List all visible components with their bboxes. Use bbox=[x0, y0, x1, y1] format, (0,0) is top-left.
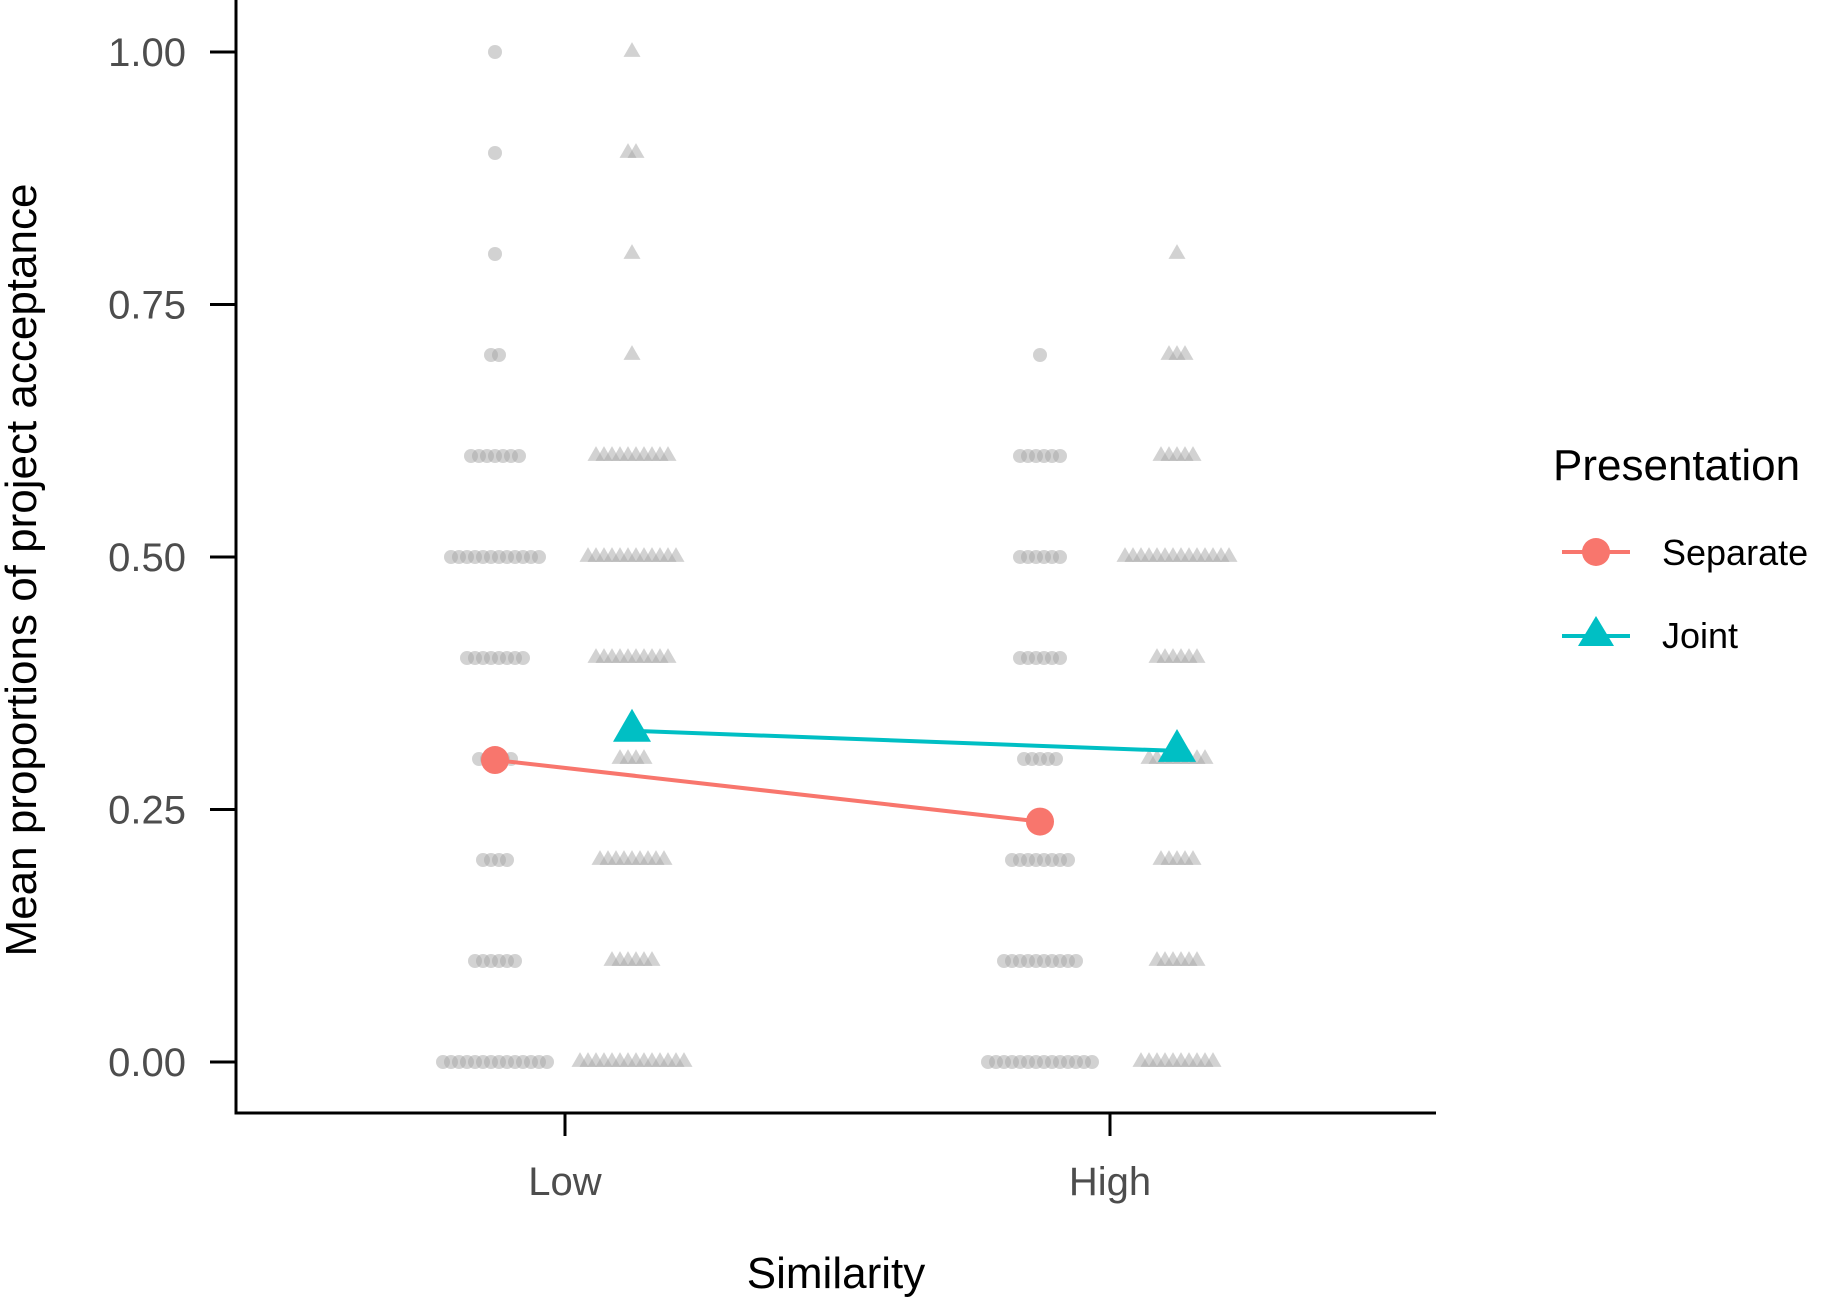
raw-point bbox=[1069, 954, 1083, 968]
x-axis-title: Similarity bbox=[747, 1249, 925, 1298]
raw-point bbox=[1061, 853, 1075, 867]
x-tick-label-low: Low bbox=[528, 1160, 601, 1204]
raw-point bbox=[1053, 651, 1067, 665]
raw-point bbox=[667, 547, 685, 562]
raw-point bbox=[488, 247, 502, 261]
mean-point-separate-high bbox=[1026, 807, 1054, 836]
raw-point bbox=[659, 648, 677, 663]
raw-point bbox=[635, 749, 653, 764]
y-tick-label: 0.25 bbox=[108, 789, 186, 833]
raw-point bbox=[1196, 749, 1214, 764]
y-tick-label: 0.75 bbox=[108, 284, 186, 328]
legend-label-joint: Joint bbox=[1662, 615, 1738, 656]
legend-label-separate: Separate bbox=[1662, 532, 1808, 573]
raw-point bbox=[488, 146, 502, 160]
raw-point bbox=[508, 954, 522, 968]
raw-point bbox=[1188, 648, 1206, 663]
raw-point bbox=[488, 45, 502, 59]
raw-point bbox=[675, 1052, 693, 1067]
raw-point bbox=[1085, 1055, 1099, 1069]
raw-point bbox=[540, 1055, 554, 1069]
raw-point bbox=[627, 143, 645, 158]
raw-point bbox=[1220, 547, 1238, 562]
y-tick-label: 0.00 bbox=[108, 1041, 186, 1085]
mean-line-joint bbox=[631, 728, 1178, 753]
mean-point-separate-low bbox=[481, 746, 509, 775]
raw-point bbox=[1184, 446, 1202, 461]
legend-item-separate: Separate bbox=[1562, 532, 1808, 573]
raw-point bbox=[1053, 550, 1067, 564]
raw-point bbox=[492, 348, 506, 362]
raw-point bbox=[512, 449, 526, 463]
ticks-layer: 0.00 0.25 0.50 0.75 1.00 Low High bbox=[108, 31, 1151, 1204]
raw-point bbox=[1176, 345, 1194, 360]
raw-point bbox=[1033, 348, 1047, 362]
legend-key-triangle-icon bbox=[1578, 616, 1614, 646]
y-tick-label: 0.50 bbox=[108, 536, 186, 580]
raw-point bbox=[532, 550, 546, 564]
x-tick-label-high: High bbox=[1069, 1160, 1151, 1204]
legend-key-circle-icon bbox=[1582, 538, 1610, 566]
legend: Presentation Separate Joint bbox=[1553, 441, 1808, 656]
raw-point bbox=[1204, 1052, 1222, 1067]
raw-point bbox=[623, 42, 641, 57]
raw-point bbox=[643, 951, 661, 966]
axes-layer bbox=[234, 0, 1436, 1115]
raw-point bbox=[516, 651, 530, 665]
mean-point-joint-low bbox=[613, 708, 651, 742]
raw-point bbox=[1168, 244, 1186, 259]
raw-point bbox=[1184, 850, 1202, 865]
raw-point bbox=[500, 853, 514, 867]
legend-title: Presentation bbox=[1553, 441, 1800, 490]
legend-item-joint: Joint bbox=[1562, 615, 1738, 656]
raw-point bbox=[659, 446, 677, 461]
raw-point bbox=[1053, 449, 1067, 463]
raw-point bbox=[623, 345, 641, 360]
mean-line-separate bbox=[494, 758, 1041, 824]
raw-points-layer bbox=[436, 42, 1238, 1069]
mean-point-joint-high bbox=[1158, 728, 1196, 762]
y-axis-title: Mean proportions of project acceptance bbox=[0, 184, 46, 957]
raw-point bbox=[655, 850, 673, 865]
mean-layer bbox=[481, 708, 1196, 836]
y-tick-label: 1.00 bbox=[108, 31, 186, 75]
raw-point bbox=[623, 244, 641, 259]
raw-point bbox=[1049, 752, 1063, 766]
raw-point bbox=[1188, 951, 1206, 966]
